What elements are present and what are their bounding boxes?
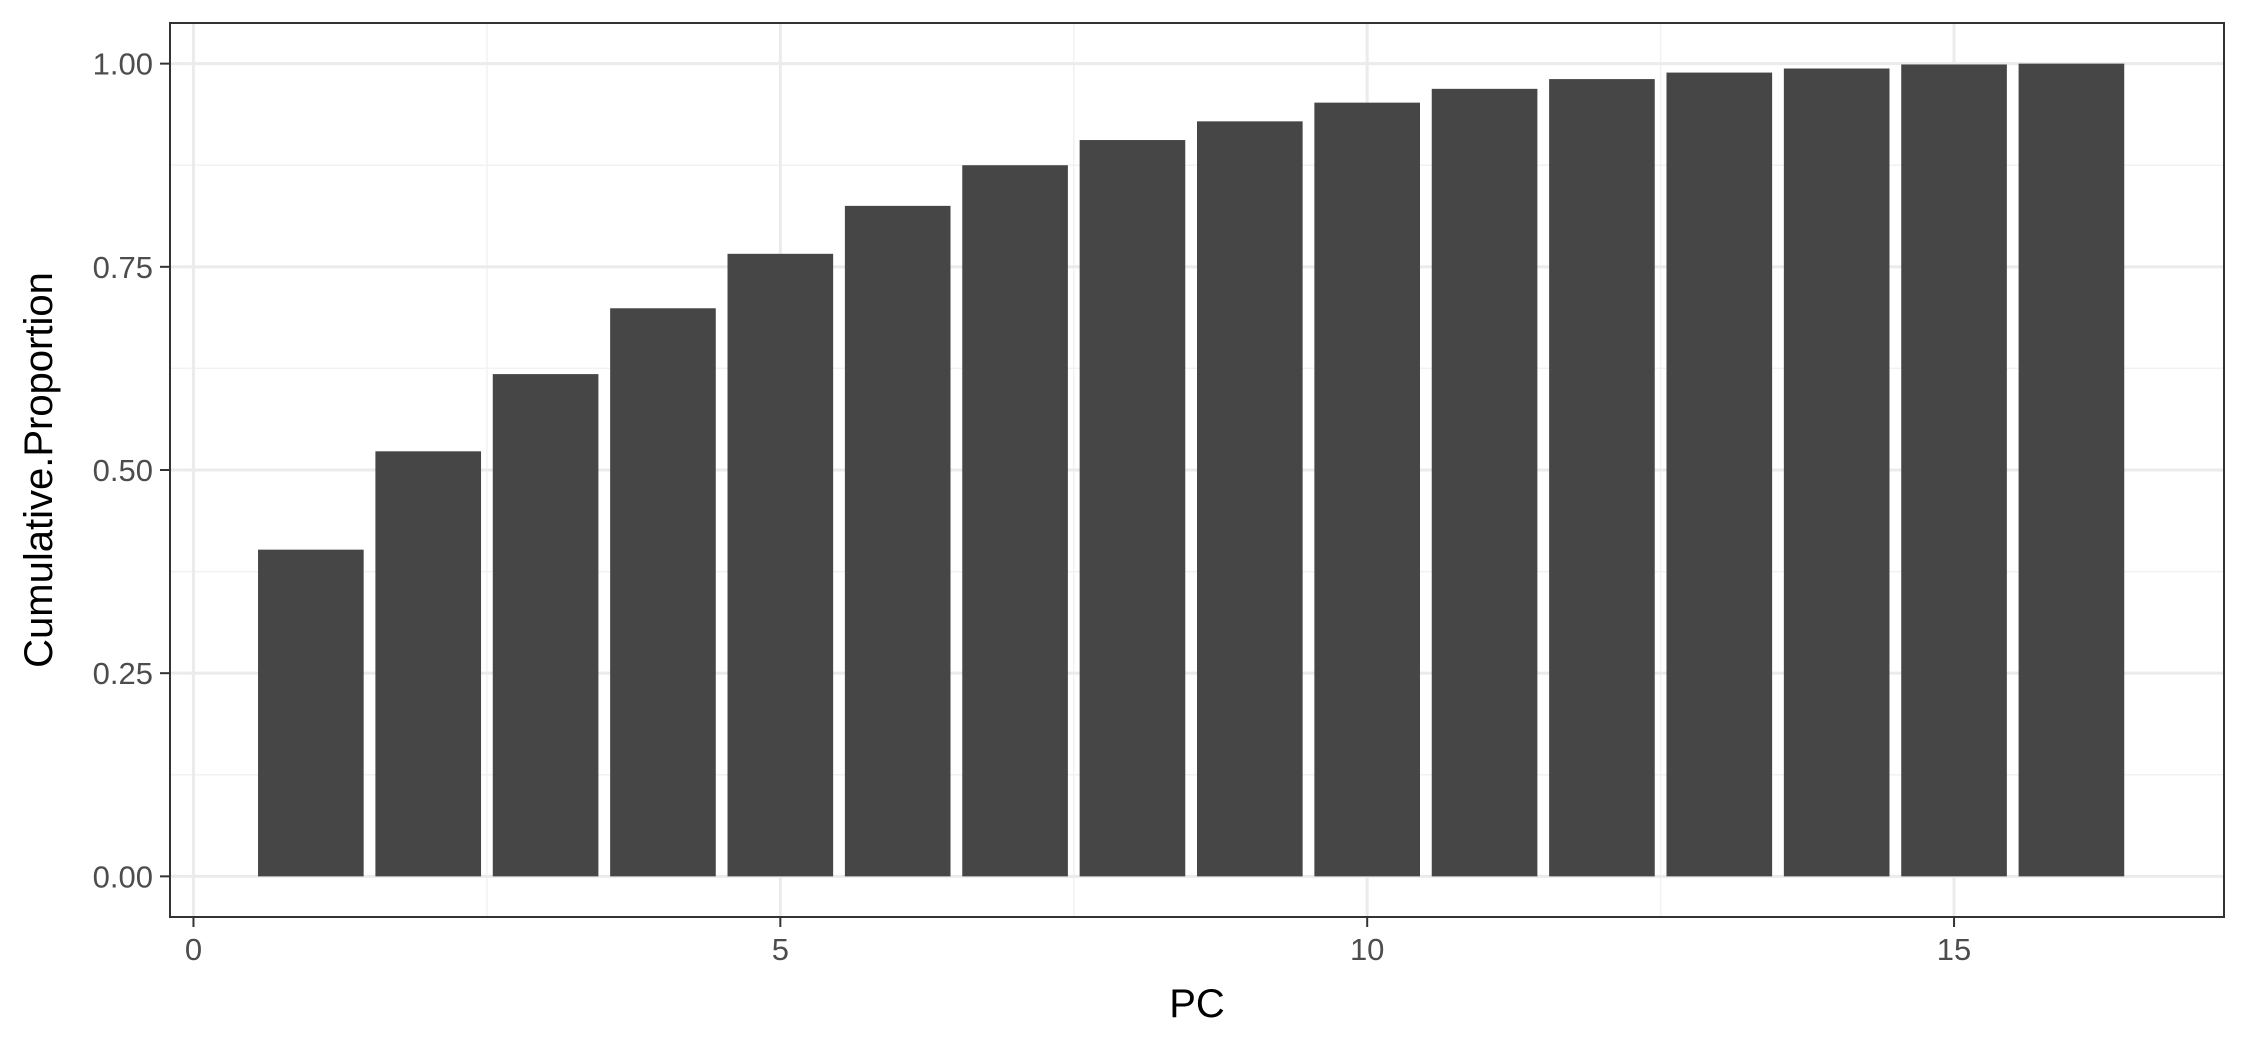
x-tick-label: 10 [1350, 932, 1384, 967]
y-tick-label: 0.75 [93, 250, 153, 285]
y-tick-label: 1.00 [93, 47, 153, 82]
x-tick-label: 0 [185, 932, 202, 967]
y-axis-title: Cumulative.Proportion [17, 272, 61, 668]
axis-ticks [160, 62, 1956, 927]
bar-pc-8 [1079, 140, 1186, 877]
bar-pc-7 [962, 165, 1068, 877]
x-tick-label: 15 [1937, 932, 1971, 967]
bar-pc-10 [1314, 102, 1421, 877]
y-tick-label: 0.00 [93, 859, 153, 894]
x-tick-label: 5 [772, 932, 789, 967]
x-axis-title: PC [1169, 982, 1225, 1026]
bar-pc-1 [258, 549, 364, 877]
bar-pc-3 [492, 374, 599, 877]
bar-pc-9 [1197, 121, 1303, 877]
bar-pc-13 [1666, 72, 1773, 877]
bar-pc-5 [727, 253, 834, 877]
axis-tick-labels: 0 5 10 15 0.00 0.25 0.50 0.75 1.00 [93, 47, 1972, 967]
bar-pc-14 [1783, 68, 1890, 877]
bar-pc-16 [2018, 63, 2125, 877]
bar-pc-6 [844, 205, 951, 877]
bar-pc-15 [1901, 64, 2007, 877]
bar-pc-11 [1431, 88, 1538, 877]
bar-pc-2 [375, 451, 482, 877]
bar-pc-4 [610, 308, 716, 877]
bar-pc-12 [1549, 79, 1655, 877]
y-tick-label: 0.50 [93, 453, 153, 488]
bar-series [258, 63, 2125, 877]
y-tick-label: 0.25 [93, 656, 153, 691]
